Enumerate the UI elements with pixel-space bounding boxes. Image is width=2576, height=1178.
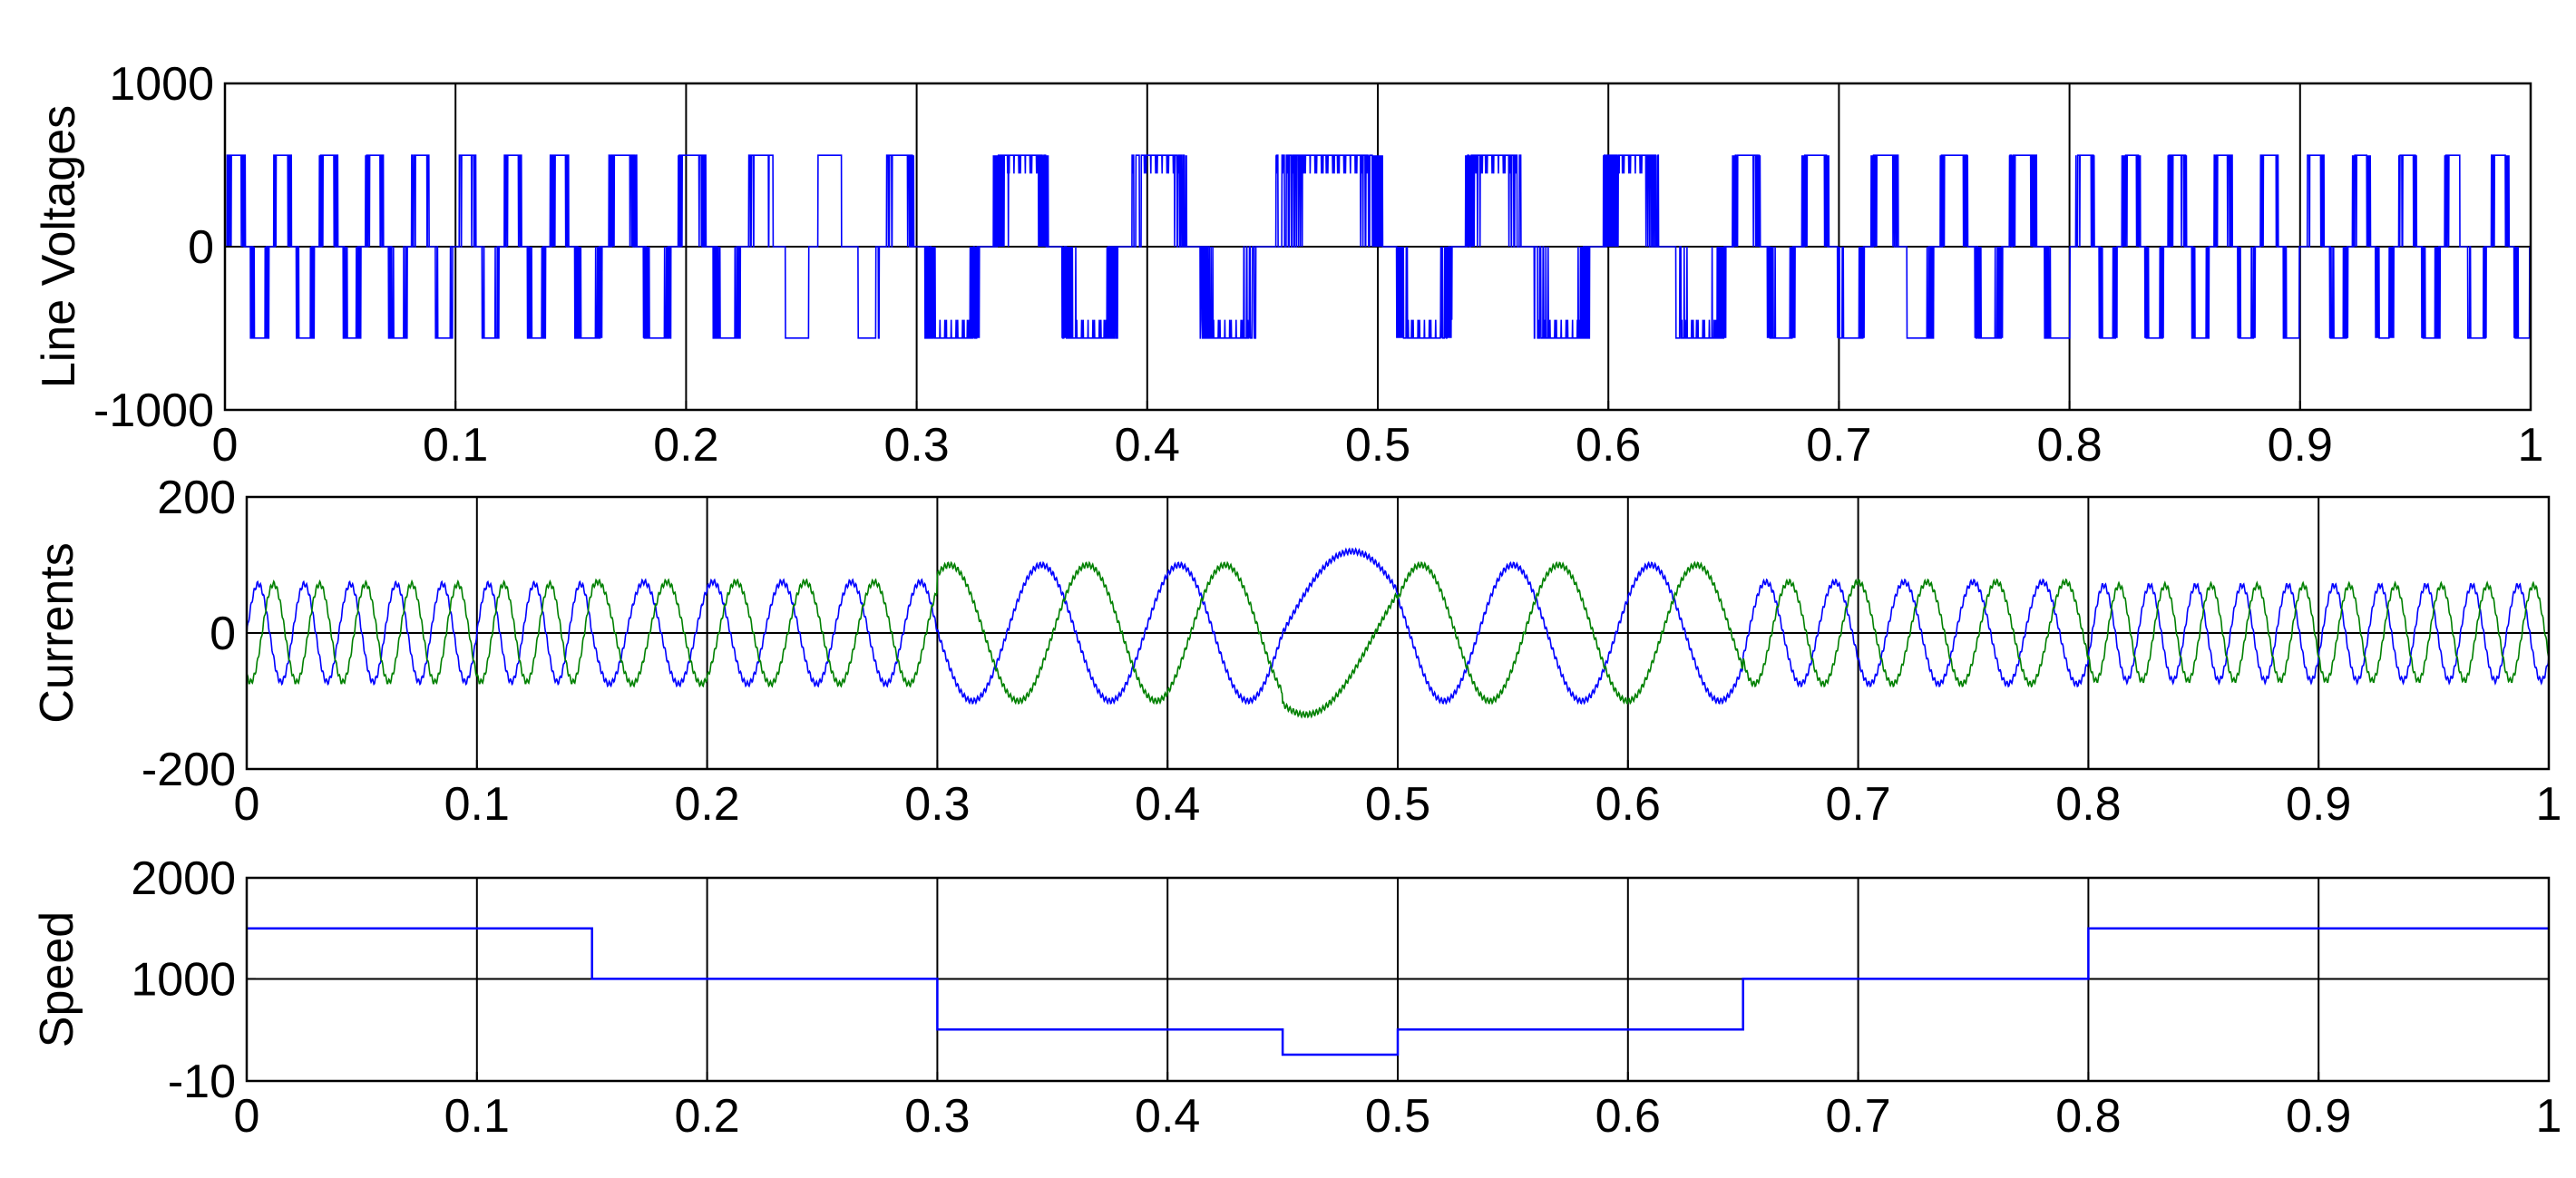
- x-tick-label: 0.2: [653, 419, 718, 472]
- x-tick-label: 0.9: [2286, 1090, 2351, 1143]
- x-tick-label: 0.2: [674, 778, 739, 831]
- y-tick-label: 1000: [109, 58, 214, 111]
- chart-panel-1: 0 0.1 0.2 0.3 0.4 0.5 0.6 0.7 0.8 0.9 1-100001000L…: [33, 58, 2543, 472]
- chart-panel-3: 0 0.1 0.2 0.3 0.4 0.5 0.6 0.7 0.8 0.9 1 -10 1000 2000…: [31, 852, 2561, 1143]
- x-tick-label: 0.9: [2268, 419, 2333, 472]
- y-tick-label: 0: [188, 221, 214, 274]
- x-tick-label: 0.3: [904, 778, 970, 831]
- y-tick-label: 2000: [131, 852, 236, 905]
- x-tick-label: 0.8: [2036, 419, 2102, 472]
- x-tick-label: 0.1: [444, 1090, 510, 1143]
- chart-panel-2: 0 0.1 0.2 0.3 0.4 0.5 0.6 0.7 0.8 0.9 1-2000200Cur…: [31, 472, 2561, 831]
- y-axis-label: Speed: [31, 911, 83, 1047]
- y-tick-label: -10: [168, 1056, 236, 1108]
- y-tick-label: -1000: [93, 385, 214, 437]
- x-tick-label: 0.5: [1365, 1090, 1430, 1143]
- series-line-2: [246, 560, 2550, 719]
- x-tick-label: 0.3: [883, 419, 949, 472]
- x-tick-label: 0.4: [1115, 419, 1180, 472]
- x-tick-label: 0.4: [1135, 778, 1200, 831]
- x-tick-label: 0: [234, 1090, 260, 1143]
- x-tick-label: 0.9: [2286, 778, 2351, 831]
- y-tick-label: 200: [157, 472, 236, 524]
- series-line-1: [225, 154, 2532, 339]
- x-tick-label: 0.8: [2055, 1090, 2121, 1143]
- x-tick-label: 0.5: [1345, 419, 1410, 472]
- y-tick-label: 0: [210, 608, 236, 660]
- x-tick-label: 0.6: [1595, 778, 1661, 831]
- x-tick-label: 0.8: [2055, 778, 2121, 831]
- x-tick-label: 0: [212, 419, 239, 472]
- series-line-1: [247, 927, 2549, 1056]
- x-tick-label: 0.6: [1576, 419, 1641, 472]
- x-tick-label: 0.6: [1595, 1090, 1661, 1143]
- y-axis-label: Currents: [31, 542, 83, 723]
- x-tick-label: 0.1: [423, 419, 488, 472]
- x-tick-label: 0.7: [1806, 419, 1871, 472]
- y-axis-label: Line Voltages: [33, 105, 85, 388]
- x-tick-label: 0.7: [1825, 778, 1890, 831]
- x-tick-label: 1: [2536, 778, 2562, 831]
- x-tick-label: 0: [234, 778, 260, 831]
- x-tick-label: 0.1: [444, 778, 510, 831]
- y-tick-label: 1000: [131, 953, 236, 1006]
- x-tick-label: 0.2: [674, 1090, 739, 1143]
- x-tick-label: 0.7: [1825, 1090, 1890, 1143]
- x-tick-label: 1: [2518, 419, 2544, 472]
- x-tick-label: 0.5: [1365, 778, 1430, 831]
- x-tick-label: 0.3: [904, 1090, 970, 1143]
- x-tick-label: 0.4: [1135, 1090, 1200, 1143]
- y-tick-label: -200: [141, 744, 236, 796]
- x-tick-label: 1: [2536, 1090, 2562, 1143]
